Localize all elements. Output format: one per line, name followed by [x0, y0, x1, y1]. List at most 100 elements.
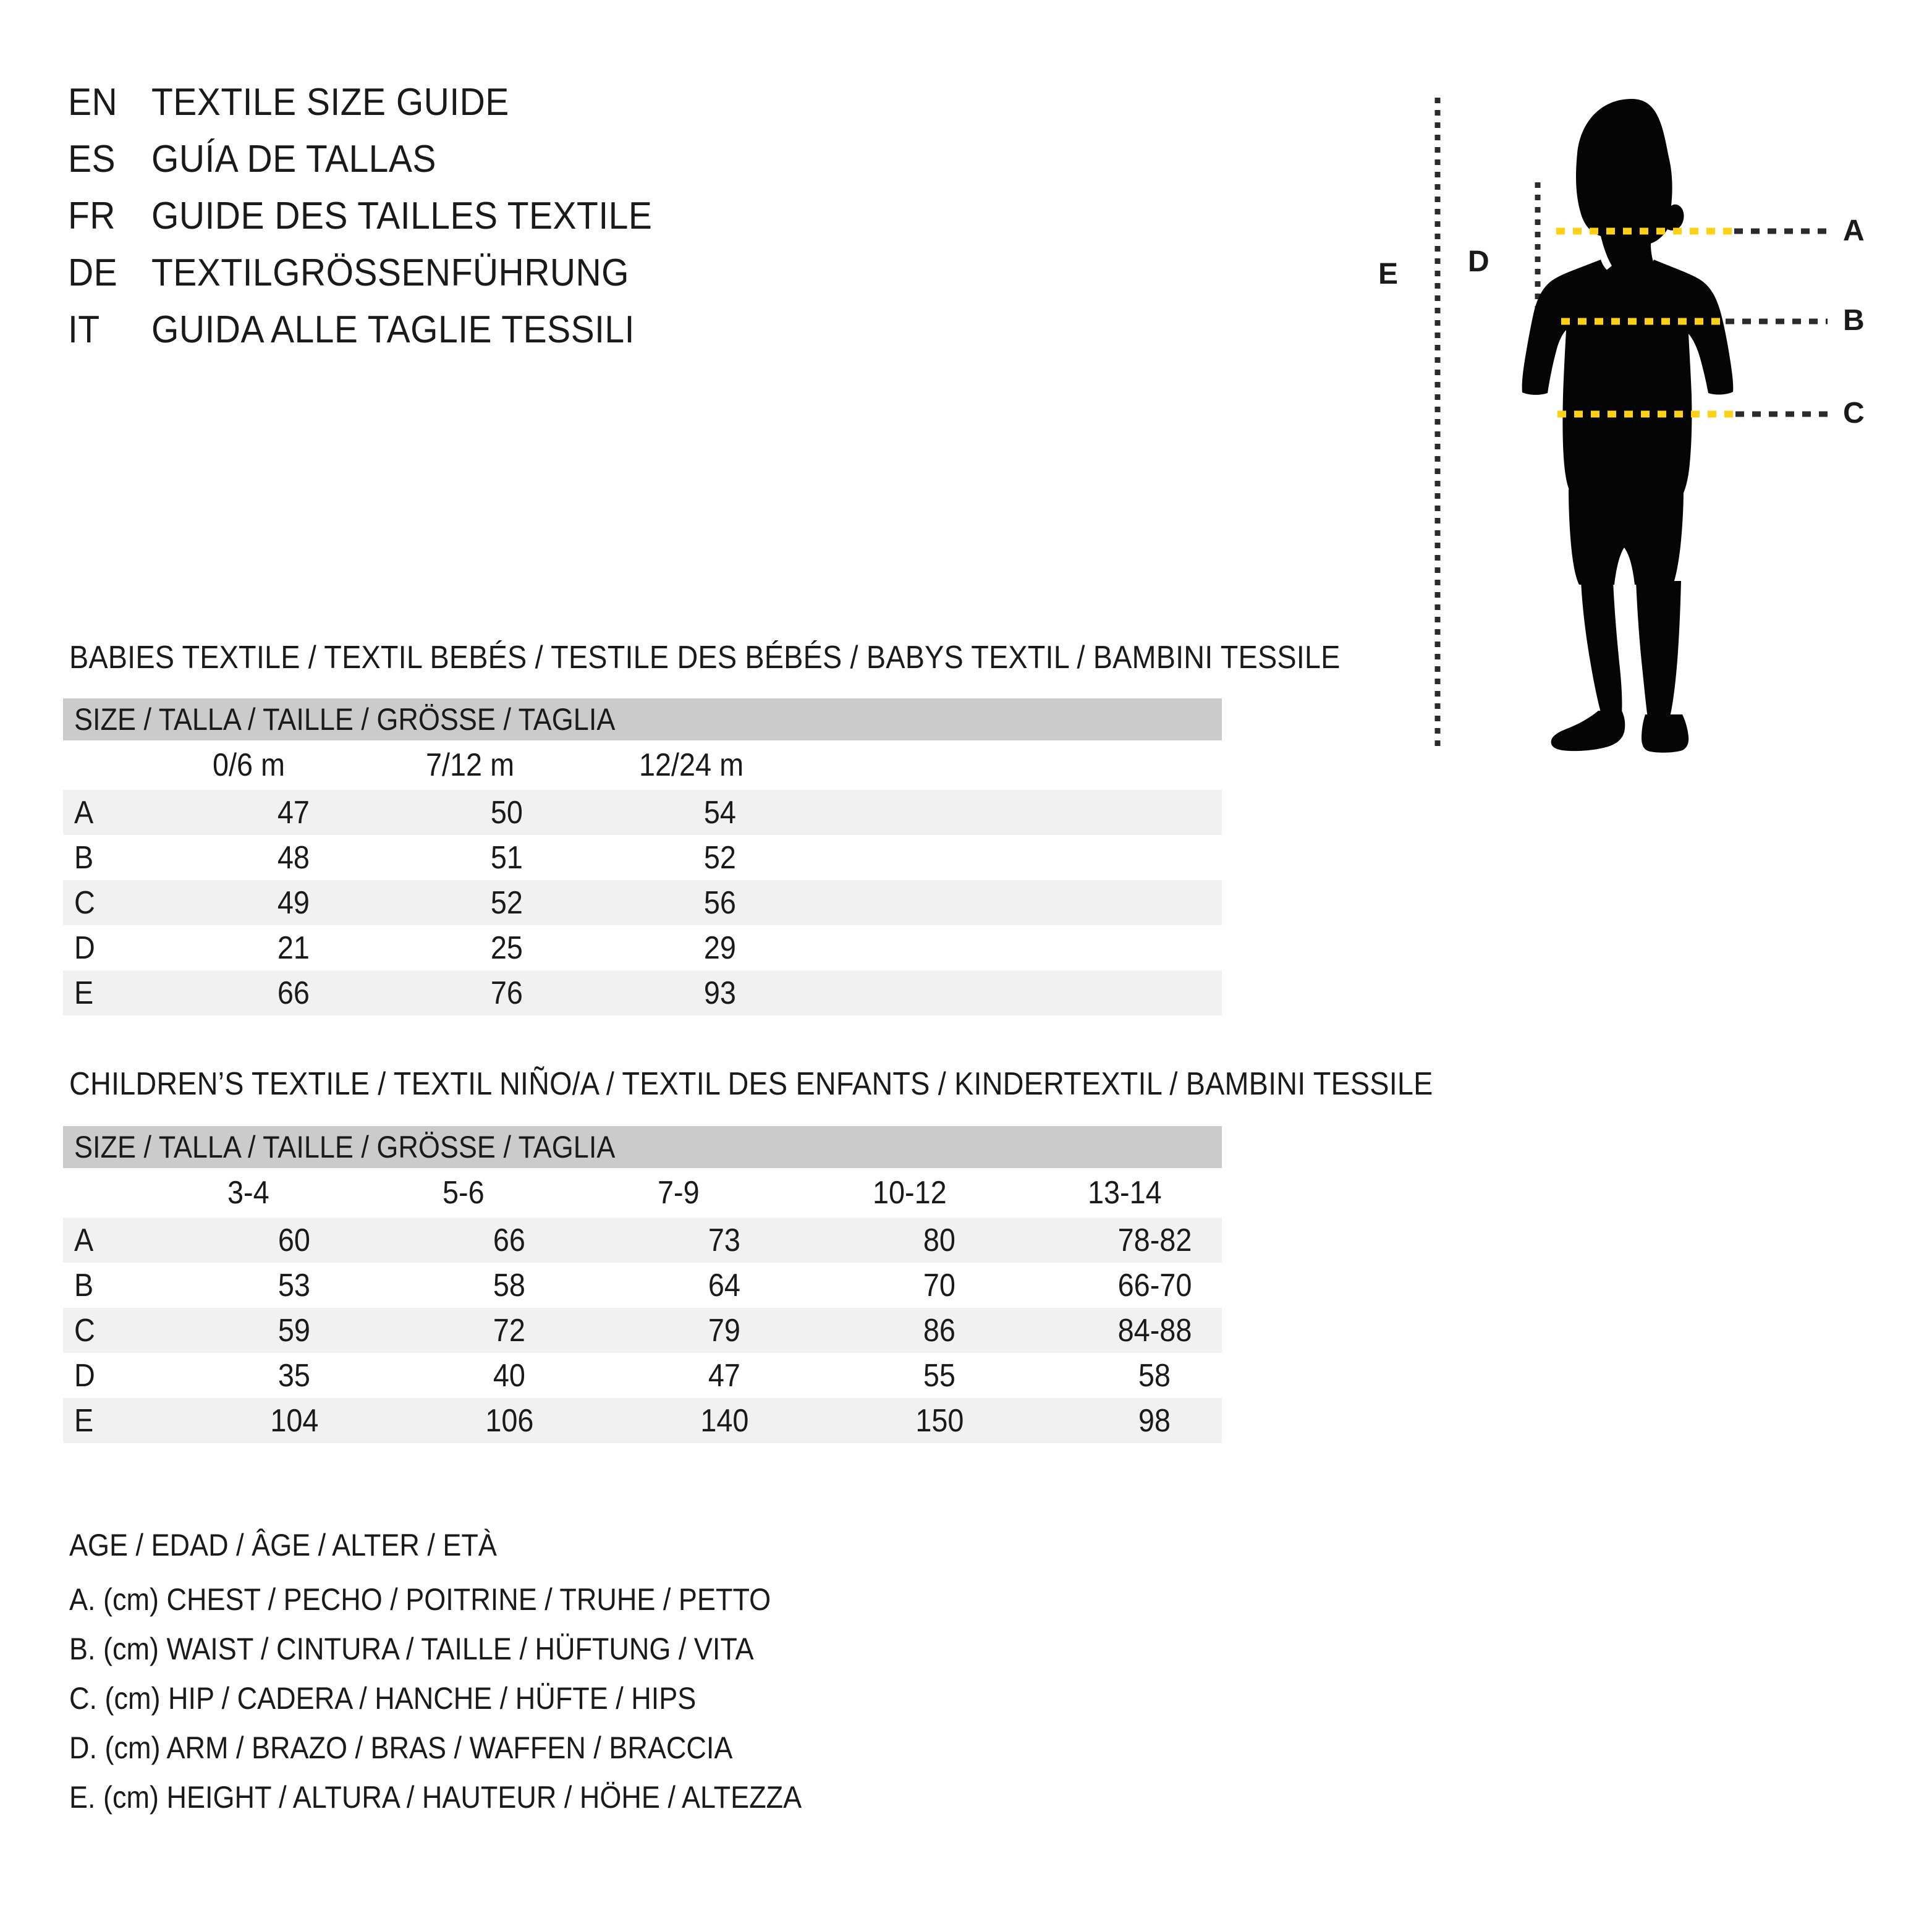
- legend-item-c: C. (cm) HIP / CADERA / HANCHE / HÜFTE / …: [69, 1681, 697, 1716]
- figure-label-d: D: [1468, 245, 1489, 278]
- babies-cell-a-1: 50: [490, 794, 523, 831]
- language-row-fr: FR GUIDE DES TAILLES TEXTILE: [68, 194, 1304, 251]
- table-row: C 49 52 56: [63, 880, 1222, 925]
- table-row: A 47 50 54: [63, 790, 1222, 835]
- table-row: B 48 51 52: [63, 835, 1222, 880]
- language-header-block: EN TEXTILE SIZE GUIDE ES GUÍA DE TALLAS …: [68, 80, 1304, 365]
- children-cell-d-0: 35: [278, 1357, 311, 1394]
- children-cell-a-3: 80: [923, 1222, 956, 1258]
- children-corner-cell: [63, 1174, 187, 1211]
- language-row-es: ES GUÍA DE TALLAS: [68, 137, 1304, 194]
- table-row: D 21 25 29: [63, 925, 1222, 970]
- children-cell-a-2: 73: [708, 1222, 741, 1258]
- children-cell-d-4: 58: [1138, 1357, 1171, 1394]
- language-title-it: GUIDA ALLE TAGLIE TESSILI: [151, 308, 635, 351]
- babies-cell-e-2: 93: [703, 975, 736, 1011]
- measurement-figure: E D A B C: [1378, 74, 1910, 766]
- children-cell-a-4: 78-82: [1117, 1222, 1192, 1258]
- legend-title: AGE / EDAD / ÂGE / ALTER / ETÀ: [69, 1528, 497, 1562]
- language-code-de: DE: [68, 252, 118, 294]
- figure-label-e: E: [1378, 258, 1399, 290]
- legend-item-b: B. (cm) WAIST / CINTURA / TAILLE / HÜFTU…: [69, 1632, 754, 1666]
- children-column-header-3: 10-12: [873, 1175, 947, 1211]
- children-column-header-2: 7-9: [658, 1175, 700, 1211]
- babies-column-header-0: 0/6 m: [213, 747, 286, 783]
- table-row: E 104 106 140 150 98: [63, 1398, 1222, 1443]
- children-cell-a-0: 60: [278, 1222, 311, 1258]
- babies-size-table: SIZE / TALLA / TAILLE / GRÖSSE / TAGLIA …: [63, 698, 1222, 1015]
- babies-table-banner: SIZE / TALLA / TAILLE / GRÖSSE / TAGLIA: [63, 698, 1222, 740]
- babies-cell-d-1: 25: [490, 930, 523, 966]
- babies-column-header-row: 0/6 m 7/12 m 12/24 m: [63, 740, 1222, 790]
- babies-cell-d-0: 21: [277, 930, 310, 966]
- children-cell-c-4: 84-88: [1117, 1312, 1192, 1349]
- children-cell-e-3: 150: [915, 1402, 964, 1439]
- language-title-fr: GUIDE DES TAILLES TEXTILE: [151, 195, 653, 237]
- children-cell-c-3: 86: [923, 1312, 956, 1349]
- table-row: D 35 40 47 55 58: [63, 1353, 1222, 1398]
- children-cell-e-1: 106: [485, 1402, 534, 1439]
- children-row-label-b: B: [74, 1267, 94, 1303]
- language-row-it: IT GUIDA ALLE TAGLIE TESSILI: [68, 308, 1304, 365]
- language-row-en: EN TEXTILE SIZE GUIDE: [68, 80, 1304, 137]
- measurement-legend: AGE / EDAD / ÂGE / ALTER / ETÀ A. (cm) C…: [69, 1520, 1182, 1822]
- babies-cell-b-0: 48: [277, 839, 310, 876]
- children-column-header-0: 3-4: [227, 1175, 269, 1211]
- language-title-de: TEXTILGRÖSSENFÜHRUNG: [151, 252, 629, 294]
- language-code-en: EN: [68, 81, 118, 124]
- babies-cell-b-2: 52: [703, 839, 736, 876]
- table-row: B 53 58 64 70 66-70: [63, 1263, 1222, 1308]
- table-row: E 66 76 93: [63, 970, 1222, 1015]
- figure-label-a: A: [1843, 214, 1865, 247]
- babies-cell-c-1: 52: [490, 884, 523, 921]
- babies-row-label-a: A: [74, 794, 94, 831]
- children-cell-c-2: 79: [708, 1312, 741, 1349]
- babies-cell-a-2: 54: [703, 794, 736, 831]
- babies-cell-e-1: 76: [490, 975, 523, 1011]
- children-cell-e-0: 104: [269, 1402, 319, 1439]
- babies-column-header-2: 12/24 m: [639, 747, 744, 783]
- language-code-it: IT: [68, 308, 100, 351]
- legend-item-a: A. (cm) CHEST / PECHO / POITRINE / TRUHE…: [69, 1582, 771, 1617]
- children-row-label-c: C: [74, 1312, 95, 1349]
- babies-section-caption: BABIES TEXTILE / TEXTIL BEBÉS / TESTILE …: [69, 640, 1341, 676]
- children-cell-b-2: 64: [708, 1267, 741, 1303]
- children-row-label-a: A: [74, 1222, 94, 1258]
- children-section-caption: CHILDREN’S TEXTILE / TEXTIL NIÑO/A / TEX…: [69, 1066, 1433, 1102]
- babies-cell-d-2: 29: [703, 930, 736, 966]
- language-code-fr: FR: [68, 195, 116, 237]
- babies-row-label-c: C: [74, 884, 95, 921]
- figure-label-c: C: [1843, 397, 1865, 430]
- children-cell-b-0: 53: [278, 1267, 311, 1303]
- babies-cell-e-0: 66: [277, 975, 310, 1011]
- babies-cell-c-2: 56: [703, 884, 736, 921]
- language-title-es: GUÍA DE TALLAS: [151, 138, 436, 180]
- table-row: C 59 72 79 86 84-88: [63, 1308, 1222, 1353]
- children-column-header-row: 3-4 5-6 7-9 10-12 13-14: [63, 1168, 1222, 1218]
- children-column-header-4: 13-14: [1088, 1175, 1162, 1211]
- children-cell-e-4: 98: [1138, 1402, 1171, 1439]
- children-cell-b-1: 58: [493, 1267, 526, 1303]
- children-column-header-1: 5-6: [443, 1175, 485, 1211]
- table-row: A 60 66 73 80 78-82: [63, 1218, 1222, 1263]
- children-cell-c-1: 72: [493, 1312, 526, 1349]
- babies-row-label-d: D: [74, 930, 95, 966]
- language-title-en: TEXTILE SIZE GUIDE: [151, 81, 509, 124]
- children-cell-a-1: 66: [493, 1222, 526, 1258]
- children-cell-d-3: 55: [923, 1357, 956, 1394]
- legend-item-e: E. (cm) HEIGHT / ALTURA / HAUTEUR / HÖHE…: [69, 1780, 802, 1815]
- children-table-banner: SIZE / TALLA / TAILLE / GRÖSSE / TAGLIA: [63, 1126, 1222, 1168]
- babies-cell-b-1: 51: [490, 839, 523, 876]
- babies-table-banner-text: SIZE / TALLA / TAILLE / GRÖSSE / TAGLIA: [74, 702, 616, 737]
- babies-corner-cell: [63, 747, 187, 784]
- babies-column-header-1: 7/12 m: [426, 747, 515, 783]
- language-row-de: DE TEXTILGRÖSSENFÜHRUNG: [68, 251, 1304, 308]
- babies-cell-a-0: 47: [277, 794, 310, 831]
- child-silhouette: [1522, 99, 1734, 753]
- children-row-label-e: E: [74, 1402, 94, 1439]
- children-size-table: SIZE / TALLA / TAILLE / GRÖSSE / TAGLIA …: [63, 1126, 1222, 1443]
- children-cell-b-4: 66-70: [1117, 1267, 1192, 1303]
- child-silhouette-diagram: [1434, 98, 1828, 753]
- children-cell-d-1: 40: [493, 1357, 526, 1394]
